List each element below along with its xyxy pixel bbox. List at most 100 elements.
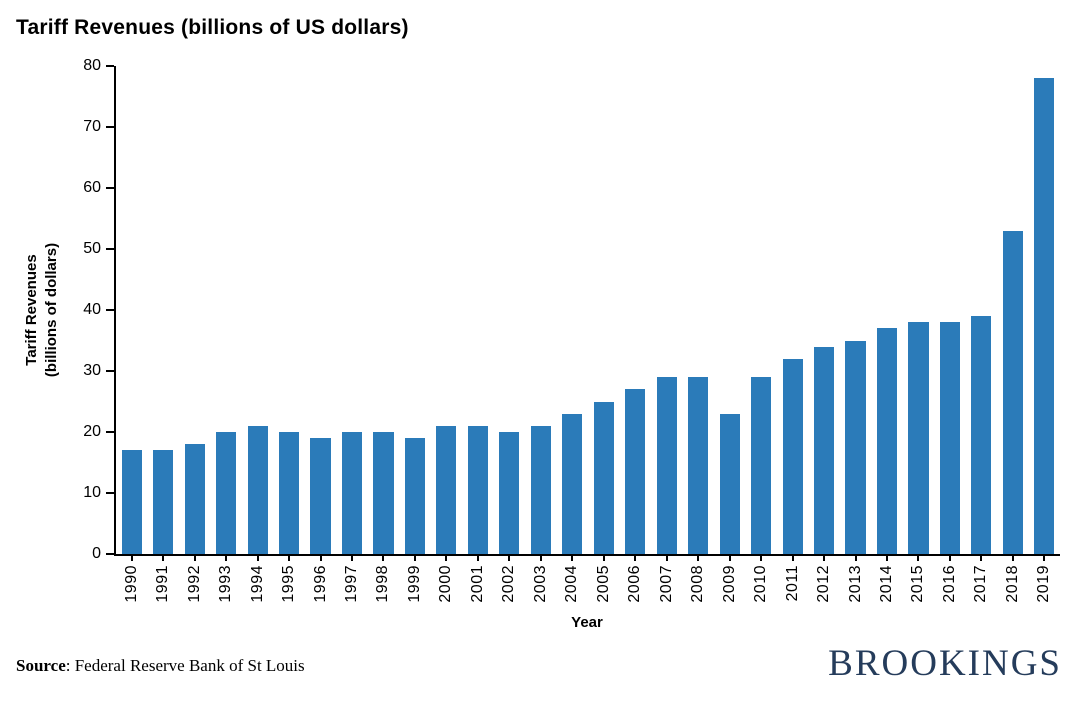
x-slot: 2001 [462, 556, 493, 608]
bar-slot [525, 66, 556, 554]
x-tick-mark [760, 556, 763, 561]
y-tick-label: 10 [83, 484, 101, 501]
y-tick-label: 80 [83, 57, 101, 74]
y-tick-label: 0 [92, 545, 101, 562]
x-tick-label: 2019 [1035, 565, 1053, 603]
y-tick-mark [106, 126, 114, 128]
bar-slot [210, 66, 241, 554]
x-tick-label: 1995 [280, 565, 298, 603]
bar-2005 [593, 401, 614, 554]
bar-2018 [1002, 230, 1023, 554]
x-tick-mark [539, 556, 542, 561]
x-slot: 2010 [745, 556, 776, 608]
y-axis-title: Tariff Revenues (billions of dollars) [16, 66, 68, 554]
bar-1995 [279, 432, 300, 554]
x-slot: 2007 [651, 556, 682, 608]
y-tick-mark [106, 309, 114, 311]
x-slot: 2014 [871, 556, 902, 608]
bar-slot [179, 66, 210, 554]
x-slot: 2006 [620, 556, 651, 608]
bar-2007 [656, 377, 677, 554]
y-tick-mark [106, 187, 114, 189]
y-tick-mark [106, 492, 114, 494]
bar-1993 [216, 432, 237, 554]
x-slot: 2015 [903, 556, 934, 608]
bar-2010 [751, 377, 772, 554]
bar-1998 [373, 432, 394, 554]
bar-1994 [247, 425, 268, 554]
x-tick-mark [508, 556, 511, 561]
bar-slot [431, 66, 462, 554]
x-tick-label: 2014 [877, 565, 895, 603]
plot-wrap: 1990 1991 1992 1993 1994 1995 1996 1997 1998 1999… [114, 66, 1060, 631]
x-slot: 1991 [147, 556, 178, 608]
x-tick-label: 2010 [752, 565, 770, 603]
x-slot: 2016 [934, 556, 965, 608]
x-tick-label: 1994 [248, 565, 266, 603]
x-tick-label: 2017 [972, 565, 990, 603]
bar-2008 [688, 377, 709, 554]
x-tick-mark [130, 556, 133, 561]
bar-slot [242, 66, 273, 554]
brookings-logo: BROOKINGS [828, 643, 1062, 684]
bar-1997 [341, 432, 363, 554]
x-tick-label: 2002 [500, 565, 518, 603]
bar-slot [116, 66, 147, 554]
bar-2016 [939, 322, 960, 554]
plot-area [114, 66, 1060, 556]
y-tick-mark [106, 65, 114, 67]
bar-slot [305, 66, 336, 554]
bar-2017 [971, 316, 992, 554]
bar-slot [934, 66, 965, 554]
x-tick-mark [791, 556, 794, 561]
x-tick-mark [351, 556, 354, 561]
x-tick-label: 2009 [720, 565, 738, 603]
y-axis: 0 10 20 30 40 50 60 70 80 [68, 58, 114, 562]
bar-2006 [625, 389, 646, 554]
bar-2000 [436, 425, 457, 554]
x-tick-label: 1999 [405, 565, 423, 603]
y-tick-label: 20 [83, 423, 101, 440]
y-tick-label: 40 [83, 301, 101, 318]
x-tick-mark [445, 556, 448, 561]
x-slot: 2003 [525, 556, 556, 608]
x-tick-mark [413, 556, 416, 561]
bar-slot [557, 66, 588, 554]
bar-slot [745, 66, 776, 554]
x-slot: 2002 [494, 556, 525, 608]
x-tick-mark [885, 556, 888, 561]
x-tick-label: 2008 [689, 565, 707, 603]
x-axis-title: Year [571, 614, 603, 631]
x-tick-label: 2007 [657, 565, 675, 603]
y-axis-title-line1: Tariff Revenues [22, 254, 40, 366]
x-slot: 1994 [242, 556, 273, 608]
bar-slot [588, 66, 619, 554]
x-tick-label: 1998 [374, 565, 392, 603]
bar-1999 [404, 438, 426, 554]
source-text: : Federal Reserve Bank of St Louis [65, 656, 305, 675]
x-slot: 2005 [588, 556, 619, 608]
bar-slot [777, 66, 808, 554]
bar-slot [462, 66, 493, 554]
bar-slot [871, 66, 902, 554]
x-tick-mark [602, 556, 605, 561]
bar-1992 [184, 444, 205, 554]
x-tick-label: 2015 [909, 565, 927, 603]
bar-2014 [876, 328, 898, 554]
bar-2001 [467, 425, 488, 554]
x-tick-label: 2001 [468, 565, 486, 603]
x-tick-label: 2011 [783, 565, 801, 602]
bar-2013 [845, 340, 866, 554]
x-tick-mark [823, 556, 826, 561]
x-tick-label: 2016 [940, 565, 958, 603]
bar-slot [494, 66, 525, 554]
source-label: Source [16, 656, 66, 675]
chart: Tariff Revenues (billions of dollars) 0 1… [16, 58, 1064, 631]
x-slot: 1992 [179, 556, 210, 608]
x-slot: 2000 [431, 556, 462, 608]
x-slot: 2013 [840, 556, 871, 608]
x-tick-mark [571, 556, 574, 561]
bar-2012 [813, 346, 835, 554]
x-slot: 2019 [1029, 556, 1060, 608]
y-tick-mark [106, 431, 114, 433]
